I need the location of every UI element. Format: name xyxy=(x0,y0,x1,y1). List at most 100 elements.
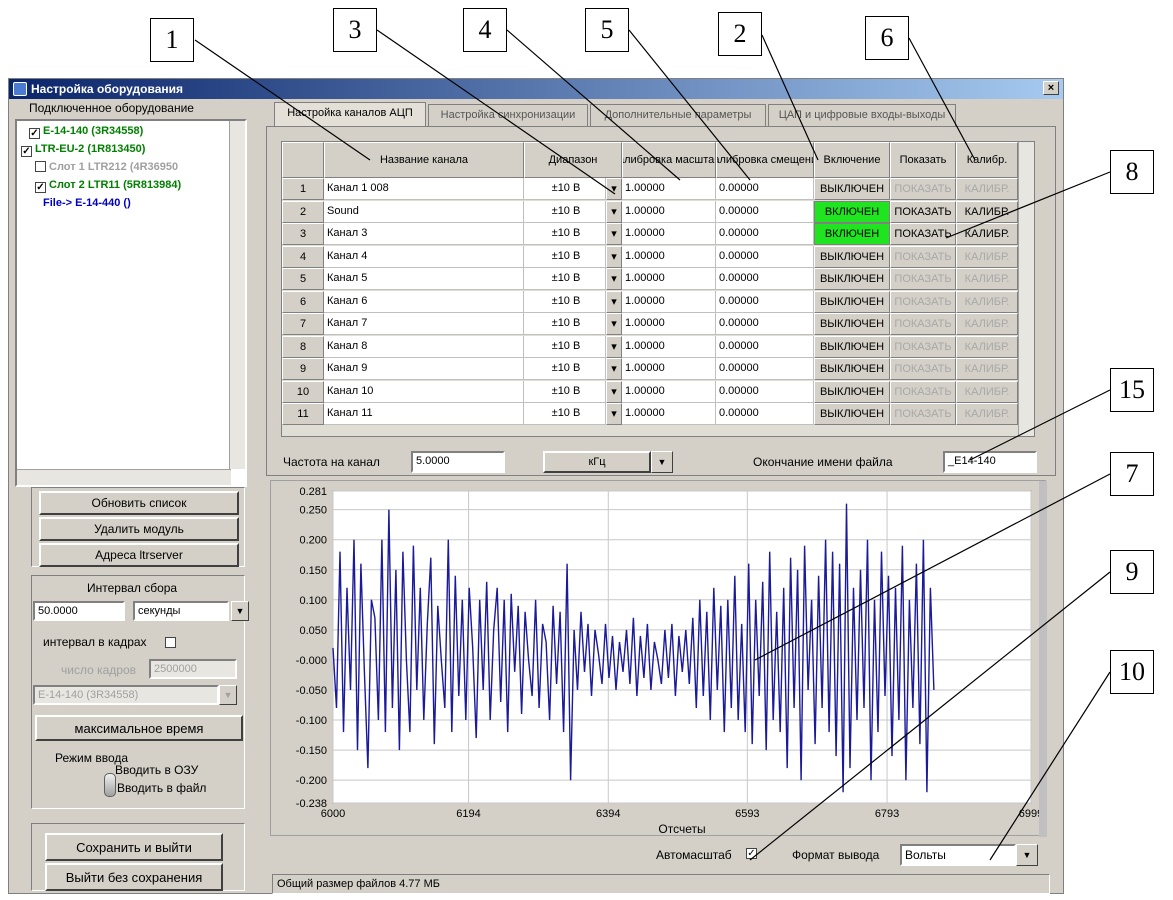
tab-sync[interactable]: Настройка синхронизации xyxy=(428,104,588,126)
save-and-exit-button[interactable]: Сохранить и выйти xyxy=(45,833,223,861)
range-cell[interactable]: ±10 В xyxy=(524,313,606,335)
cal-scale-cell[interactable]: 1.00000 xyxy=(622,223,716,245)
channel-name-cell[interactable]: Канал 5 xyxy=(324,268,524,290)
channel-name-cell[interactable]: Канал 4 xyxy=(324,245,524,268)
tab-adc-channels[interactable]: Настройка каналов АЦП xyxy=(274,102,426,126)
table-scrollbar[interactable] xyxy=(1018,142,1034,436)
calib-button[interactable]: КАЛИБР. xyxy=(956,200,1018,223)
mode-toggle-switch[interactable] xyxy=(104,773,116,797)
calib-button-disabled[interactable]: КАЛИБР. xyxy=(956,313,1018,335)
calib-button-disabled[interactable]: КАЛИБР. xyxy=(956,403,1018,425)
device-select[interactable]: E-14-140 (3R34558) xyxy=(33,685,219,705)
cal-scale-cell[interactable]: 1.00000 xyxy=(622,358,716,380)
format-dropdown[interactable]: ▼ xyxy=(1016,844,1038,866)
show-button-disabled[interactable]: ПОКАЗАТЬ xyxy=(890,178,956,200)
range-cell[interactable]: ±10 В xyxy=(524,380,606,403)
cal-offset-cell[interactable]: 0.00000 xyxy=(716,178,814,200)
channel-name-cell[interactable]: Канал 7 xyxy=(324,313,524,335)
tree-scrollbar-v[interactable] xyxy=(229,121,245,469)
cal-scale-cell[interactable]: 1.00000 xyxy=(622,380,716,403)
show-button[interactable]: ПОКАЗАТЬ xyxy=(890,223,956,245)
refresh-list-button[interactable]: Обновить список xyxy=(39,491,239,515)
calib-button-disabled[interactable]: КАЛИБР. xyxy=(956,380,1018,403)
channel-name-cell[interactable]: Канал 10 xyxy=(324,380,524,403)
cal-offset-cell[interactable]: 0.00000 xyxy=(716,268,814,290)
tree-checkbox[interactable]: ✓ xyxy=(29,128,40,139)
freq-input[interactable]: 5.0000 xyxy=(411,451,505,473)
exit-without-saving-button[interactable]: Выйти без сохранения xyxy=(45,863,223,891)
calib-button-disabled[interactable]: КАЛИБР. xyxy=(956,358,1018,380)
enable-toggle-off[interactable]: ВЫКЛЮЧЕН xyxy=(814,358,890,380)
range-cell[interactable]: ±10 В xyxy=(524,403,606,425)
range-cell[interactable]: ±10 В xyxy=(524,200,606,223)
cal-scale-cell[interactable]: 1.00000 xyxy=(622,290,716,313)
freq-unit-select[interactable]: кГц xyxy=(543,451,651,473)
calib-button-disabled[interactable]: КАЛИБР. xyxy=(956,335,1018,358)
cal-scale-cell[interactable]: 1.00000 xyxy=(622,200,716,223)
tree-checkbox[interactable] xyxy=(35,161,46,172)
cal-offset-cell[interactable]: 0.00000 xyxy=(716,380,814,403)
range-dropdown[interactable]: ▾ xyxy=(606,200,622,223)
enable-toggle-off[interactable]: ВЫКЛЮЧЕН xyxy=(814,268,890,290)
tree-scrollbar-h[interactable] xyxy=(17,469,231,485)
cal-scale-cell[interactable]: 1.00000 xyxy=(622,313,716,335)
range-dropdown[interactable]: ▾ xyxy=(606,178,622,200)
cal-offset-cell[interactable]: 0.00000 xyxy=(716,200,814,223)
file-suffix-input[interactable]: _E14-140 xyxy=(943,451,1037,473)
enable-toggle-off[interactable]: ВЫКЛЮЧЕН xyxy=(814,178,890,200)
range-dropdown[interactable]: ▾ xyxy=(606,245,622,268)
range-cell[interactable]: ±10 В xyxy=(524,358,606,380)
show-button-disabled[interactable]: ПОКАЗАТЬ xyxy=(890,268,956,290)
autoscale-checkbox[interactable]: ✓ xyxy=(746,848,757,859)
channel-name-cell[interactable]: Канал 1 008 xyxy=(324,178,524,200)
channel-name-cell[interactable]: Канал 8 xyxy=(324,335,524,358)
cal-scale-cell[interactable]: 1.00000 xyxy=(622,178,716,200)
channel-name-cell[interactable]: Sound xyxy=(324,200,524,223)
cal-scale-cell[interactable]: 1.00000 xyxy=(622,268,716,290)
range-cell[interactable]: ±10 В xyxy=(524,268,606,290)
range-dropdown[interactable]: ▾ xyxy=(606,358,622,380)
tree-item[interactable]: ✓ Слот 2 LTR11 (5R813984) xyxy=(35,179,181,193)
range-dropdown[interactable]: ▾ xyxy=(606,313,622,335)
enable-toggle-on[interactable]: ВКЛЮЧЕН xyxy=(814,223,890,245)
channel-name-cell[interactable]: Канал 3 xyxy=(324,223,524,245)
cal-scale-cell[interactable]: 1.00000 xyxy=(622,403,716,425)
range-dropdown[interactable]: ▾ xyxy=(606,380,622,403)
cal-scale-cell[interactable]: 1.00000 xyxy=(622,335,716,358)
calib-button-disabled[interactable]: КАЛИБР. xyxy=(956,268,1018,290)
show-button-disabled[interactable]: ПОКАЗАТЬ xyxy=(890,313,956,335)
waveform-plot[interactable]: 6000 6194 6394 6593 6793 69990.2810.2500.2000… xyxy=(271,481,1047,837)
tree-item[interactable]: ✓ LTR-EU-2 (1R813450) xyxy=(21,143,145,157)
cal-offset-cell[interactable]: 0.00000 xyxy=(716,358,814,380)
enable-toggle-on[interactable]: ВКЛЮЧЕН xyxy=(814,200,890,223)
channel-name-cell[interactable]: Канал 11 xyxy=(324,403,524,425)
channel-name-cell[interactable]: Канал 9 xyxy=(324,358,524,380)
show-button-disabled[interactable]: ПОКАЗАТЬ xyxy=(890,335,956,358)
tree-checkbox[interactable]: ✓ xyxy=(21,146,32,157)
enable-toggle-off[interactable]: ВЫКЛЮЧЕН xyxy=(814,290,890,313)
show-button-disabled[interactable]: ПОКАЗАТЬ xyxy=(890,403,956,425)
enable-toggle-off[interactable]: ВЫКЛЮЧЕН xyxy=(814,335,890,358)
tree-checkbox[interactable]: ✓ xyxy=(35,182,46,193)
tree-item[interactable]: File-> E-14-440 () xyxy=(43,197,131,209)
ltrserver-address-button[interactable]: Адреса ltrserver xyxy=(39,543,239,567)
calib-button[interactable]: КАЛИБР. xyxy=(956,223,1018,245)
cal-offset-cell[interactable]: 0.00000 xyxy=(716,335,814,358)
range-dropdown[interactable]: ▾ xyxy=(606,290,622,313)
channel-name-cell[interactable]: Канал 6 xyxy=(324,290,524,313)
interval-unit-dropdown[interactable]: ▼ xyxy=(231,601,249,621)
show-button-disabled[interactable]: ПОКАЗАТЬ xyxy=(890,358,956,380)
frames-checkbox[interactable] xyxy=(165,637,176,648)
calib-button-disabled[interactable]: КАЛИБР. xyxy=(956,245,1018,268)
enable-toggle-off[interactable]: ВЫКЛЮЧЕН xyxy=(814,245,890,268)
range-dropdown[interactable]: ▾ xyxy=(606,403,622,425)
range-cell[interactable]: ±10 В xyxy=(524,245,606,268)
device-tree[interactable]: ✓ E-14-140 (3R34558) ✓ LTR-EU-2 (1R813450) С… xyxy=(15,119,247,487)
range-dropdown[interactable]: ▾ xyxy=(606,223,622,245)
show-button-disabled[interactable]: ПОКАЗАТЬ xyxy=(890,290,956,313)
range-cell[interactable]: ±10 В xyxy=(524,178,606,200)
close-button[interactable]: × xyxy=(1043,81,1059,95)
cal-offset-cell[interactable]: 0.00000 xyxy=(716,313,814,335)
range-dropdown[interactable]: ▾ xyxy=(606,268,622,290)
tree-item[interactable]: Слот 1 LTR212 (4R36950 xyxy=(35,161,178,173)
